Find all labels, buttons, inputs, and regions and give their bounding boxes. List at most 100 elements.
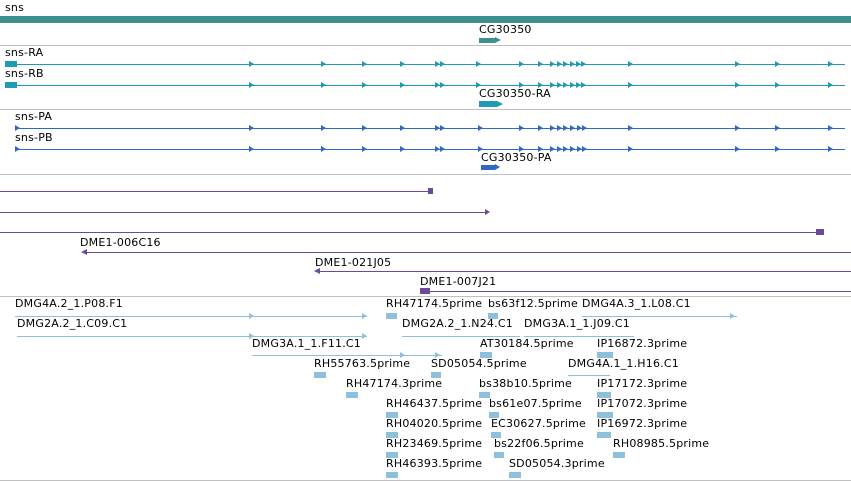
intron-chevron-icon xyxy=(577,125,582,131)
exon-block xyxy=(5,61,17,67)
intron-chevron-icon xyxy=(478,146,483,152)
est-feature[interactable] xyxy=(314,372,326,378)
transcript-sns-ra[interactable] xyxy=(5,64,845,65)
intron-chevron-icon xyxy=(362,313,367,319)
protein-sns-pb[interactable] xyxy=(15,149,845,150)
est-feature[interactable] xyxy=(613,452,625,458)
intron-chevron-icon xyxy=(249,125,254,131)
est-feature[interactable] xyxy=(480,352,492,358)
clone-line[interactable] xyxy=(0,232,818,233)
est-feature[interactable] xyxy=(524,336,634,337)
intron-chevron-icon xyxy=(362,146,367,152)
est-feature[interactable] xyxy=(489,412,499,418)
clone-dme1-021j05[interactable] xyxy=(318,271,851,272)
est-feature[interactable] xyxy=(431,372,441,378)
est-label: SD05054.3prime xyxy=(509,457,605,470)
est-feature[interactable] xyxy=(15,316,367,317)
intron-chevron-icon xyxy=(775,125,780,131)
intron-chevron-icon xyxy=(550,146,555,152)
clone-dme1-007j21[interactable] xyxy=(424,291,851,292)
est-feature[interactable] xyxy=(386,313,397,319)
protein-label-cg30350-pa: CG30350-PA xyxy=(481,151,552,164)
intron-chevron-icon xyxy=(476,82,481,88)
transcript-cg30350-ra[interactable] xyxy=(479,101,497,107)
est-feature[interactable] xyxy=(386,432,398,438)
est-label: bs61e07.5prime xyxy=(489,397,582,410)
est-feature[interactable] xyxy=(491,432,501,438)
est-label: RH08985.5prime xyxy=(613,437,710,450)
est-feature[interactable] xyxy=(597,392,611,398)
clone-dme1-006c16[interactable] xyxy=(83,252,851,253)
intron-chevron-icon xyxy=(15,125,20,131)
transcript-label-sns-rb: sns-RB xyxy=(5,67,44,80)
est-feature[interactable] xyxy=(346,392,358,398)
intron-chevron-icon xyxy=(400,125,405,131)
clone-line[interactable] xyxy=(0,212,485,213)
est-label: IP16972.3prime xyxy=(597,417,688,430)
est-feature[interactable] xyxy=(17,336,367,337)
intron-chevron-icon xyxy=(730,313,735,319)
est-feature[interactable] xyxy=(509,472,521,478)
est-label: bs22f06.5prime xyxy=(494,437,584,450)
est-label: SD05054.5prime xyxy=(431,357,527,370)
est-feature[interactable] xyxy=(597,412,613,418)
est-feature[interactable] xyxy=(494,452,504,458)
est-label: RH55763.5prime xyxy=(314,357,411,370)
track-separator xyxy=(0,296,851,297)
protein-cg30350-pa[interactable] xyxy=(481,165,495,170)
est-feature[interactable] xyxy=(386,452,398,458)
est-feature[interactable] xyxy=(488,313,498,319)
intron-chevron-icon xyxy=(550,61,555,67)
est-feature[interactable] xyxy=(386,472,398,478)
est-label: EC30627.5prime xyxy=(491,417,586,430)
intron-chevron-icon xyxy=(581,61,586,67)
est-feature[interactable] xyxy=(582,316,737,317)
est-feature[interactable] xyxy=(597,432,611,438)
intron-chevron-icon xyxy=(321,125,326,131)
est-label: RH47174.3prime xyxy=(346,377,443,390)
est-label: RH04020.5prime xyxy=(386,417,483,430)
intron-chevron-icon xyxy=(557,61,562,67)
est-label: DMG3A.1_1.J09.C1 xyxy=(524,317,630,330)
intron-chevron-icon xyxy=(519,82,524,88)
intron-chevron-icon xyxy=(362,82,367,88)
intron-chevron-icon xyxy=(435,82,440,88)
est-label: RH47174.5prime xyxy=(386,297,483,310)
est-feature[interactable] xyxy=(252,355,442,356)
transcript-sns-rb[interactable] xyxy=(5,85,845,86)
est-label: RH46393.5prime xyxy=(386,457,483,470)
intron-chevron-icon xyxy=(775,146,780,152)
intron-chevron-icon xyxy=(828,82,833,88)
est-feature[interactable] xyxy=(479,392,490,398)
intron-chevron-icon xyxy=(577,146,582,152)
track-separator xyxy=(0,109,851,110)
gene-bar-cg30350[interactable] xyxy=(479,38,495,43)
gene-bar-sns[interactable] xyxy=(0,16,851,23)
intron-chevron-icon xyxy=(321,146,326,152)
intron-chevron-icon xyxy=(440,82,445,88)
transcript-label-cg30350-ra: CG30350-RA xyxy=(479,87,551,100)
intron-chevron-icon xyxy=(581,82,586,88)
est-feature[interactable] xyxy=(386,412,398,418)
intron-chevron-icon xyxy=(435,61,440,67)
intron-chevron-icon xyxy=(362,125,367,131)
intron-chevron-icon xyxy=(435,352,440,358)
clone-line[interactable] xyxy=(0,191,428,192)
intron-chevron-icon xyxy=(249,146,254,152)
clone-label-dme1-021j05: DME1-021J05 xyxy=(315,256,392,269)
protein-sns-pa[interactable] xyxy=(15,128,845,129)
intron-chevron-icon xyxy=(362,61,367,67)
est-label: RH23469.5prime xyxy=(386,437,483,450)
est-feature[interactable] xyxy=(568,375,610,376)
intron-chevron-icon xyxy=(321,82,326,88)
strand-arrow-icon xyxy=(485,209,490,215)
strand-arrow-icon xyxy=(495,37,501,43)
est-feature[interactable] xyxy=(402,336,520,337)
intron-chevron-icon xyxy=(557,82,562,88)
est-feature[interactable] xyxy=(597,352,613,358)
intron-chevron-icon xyxy=(362,333,367,339)
intron-chevron-icon xyxy=(440,146,445,152)
intron-chevron-icon xyxy=(478,125,483,131)
intron-chevron-icon xyxy=(435,125,440,131)
